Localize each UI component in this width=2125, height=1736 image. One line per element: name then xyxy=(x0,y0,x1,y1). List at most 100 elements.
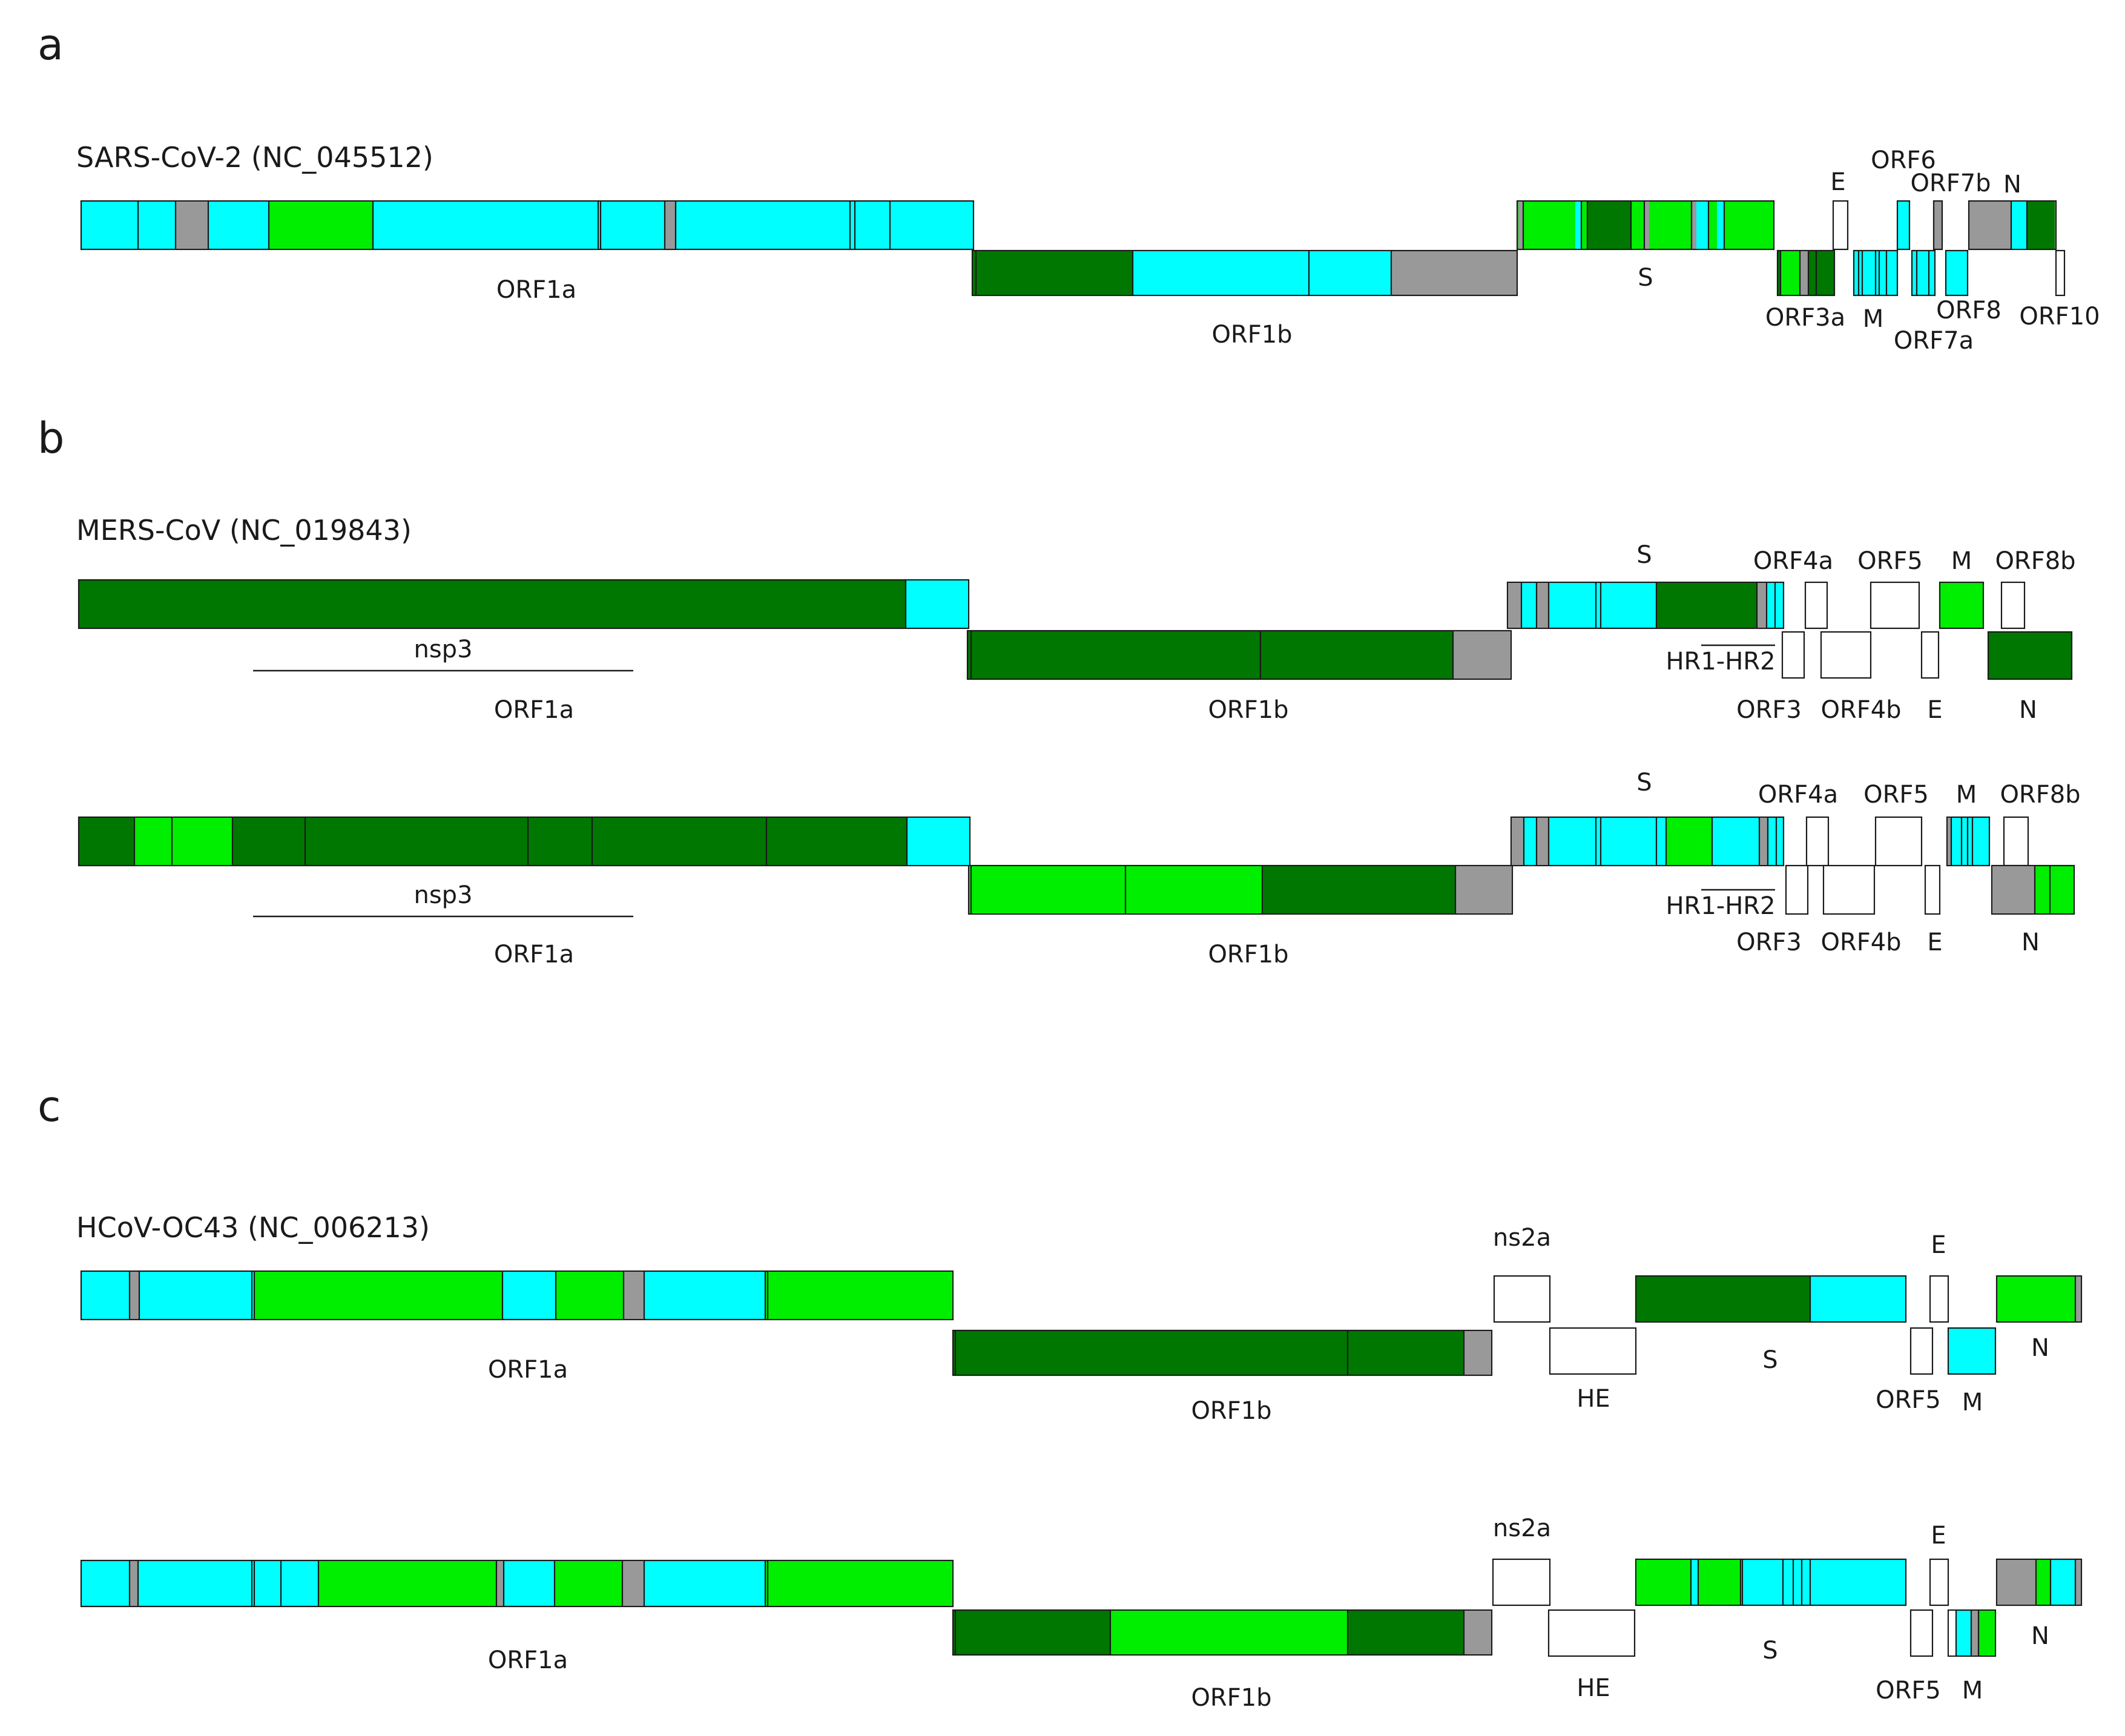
gene-label: S xyxy=(1636,769,1652,797)
he-box-c1 xyxy=(1549,1327,1637,1375)
n-box-c1 xyxy=(1995,1275,2083,1323)
gene-label: ORF1b xyxy=(1211,321,1292,349)
e-box-b2 xyxy=(1924,864,1941,915)
gene-label: ORF7b xyxy=(1910,169,1991,197)
gene-label: HR1-HR2 xyxy=(1665,892,1775,920)
m-box-b1 xyxy=(1939,581,1985,630)
gene-label: S xyxy=(1636,541,1652,569)
genome-title-mers-cov: MERS-CoV (NC_019843) xyxy=(76,514,412,547)
gene-label: ORF4a xyxy=(1758,781,1838,809)
orf8-box-a xyxy=(1945,249,1969,297)
genome-track-c1 xyxy=(80,1270,2083,1376)
m-box-b2 xyxy=(1946,816,1991,867)
s-box-c2 xyxy=(1635,1558,1907,1606)
gene-label: S xyxy=(1762,1346,1777,1374)
gene-label: E xyxy=(1830,168,1845,196)
orf4b-box-b2 xyxy=(1822,864,1876,915)
panel-letter-a: a xyxy=(38,20,64,70)
panel-letter-b: b xyxy=(38,413,64,463)
gene-label: ORF8 xyxy=(1936,297,2001,324)
orf1a-box-c2 xyxy=(80,1559,954,1608)
gene-labels-b2: S ORF4a ORF5 M ORF8b nsp3 HR1-HR2 ORF1a … xyxy=(413,769,2080,968)
e-box-c1 xyxy=(1929,1275,1949,1323)
gene-label: ORF1b xyxy=(1208,696,1288,724)
genome-title-hcov-oc43: HCoV-OC43 (NC_006213) xyxy=(76,1211,430,1244)
ns2a-box-c2 xyxy=(1492,1558,1551,1606)
n-box-c2 xyxy=(1995,1558,2083,1606)
gene-label: ORF10 xyxy=(2019,303,2100,330)
gene-label: ORF1a xyxy=(494,696,574,724)
orf5-box-b2 xyxy=(1874,816,1923,867)
gene-label: ORF1b xyxy=(1191,1684,1271,1712)
orf1b-box-a xyxy=(971,249,1518,297)
orf1a-box-a xyxy=(80,200,975,251)
n-box-a xyxy=(1968,200,2057,251)
gene-labels-b1: S ORF4a ORF5 M ORF8b nsp3 HR1-HR2 ORF1a … xyxy=(413,541,2075,724)
gene-label: ORF7a xyxy=(1894,327,1974,355)
orf5-box-c2 xyxy=(1909,1609,1934,1657)
gene-label: ORF3a xyxy=(1765,304,1845,332)
orf5-box-c1 xyxy=(1909,1327,1934,1375)
gene-label: ORF5 xyxy=(1876,1386,1941,1414)
ns2a-box-c1 xyxy=(1493,1275,1551,1323)
gene-label: ORF3 xyxy=(1736,696,1802,724)
gene-label: ns2a xyxy=(1493,1224,1551,1252)
gene-label: E xyxy=(1931,1522,1946,1550)
gene-label: HR1-HR2 xyxy=(1665,648,1775,676)
gene-label: M xyxy=(1962,1677,1983,1705)
gene-label: ORF3 xyxy=(1736,929,1802,956)
orf1a-box-b1 xyxy=(77,579,970,630)
orf1b-box-b2 xyxy=(967,864,1514,915)
gene-label: N xyxy=(2031,1622,2049,1650)
gene-label: ORF8b xyxy=(2000,781,2080,809)
orf1a-box-c1 xyxy=(80,1270,954,1321)
gene-label: ORF4a xyxy=(1753,547,1833,575)
orf3-box-b1 xyxy=(1781,631,1805,679)
gene-label: ORF1a xyxy=(488,1646,568,1674)
m-box-c1 xyxy=(1947,1327,1997,1375)
orf7a-box-a xyxy=(1911,249,1936,297)
orf1b-box-c2 xyxy=(952,1609,1493,1656)
gene-label: ORF1a xyxy=(488,1356,568,1384)
orf8b-box-b1 xyxy=(2000,581,2026,630)
panel-c: c HCoV-OC43 (NC_006213) xyxy=(38,1082,2083,1712)
gene-labels-c2: ns2a E ORF1a ORF1b S HE N ORF5 M xyxy=(488,1514,2049,1712)
gene-label: ORF1b xyxy=(1191,1397,1271,1425)
orf3-box-b2 xyxy=(1785,864,1809,915)
gene-label: S xyxy=(1762,1637,1777,1665)
gene-labels-c1: ns2a E ORF1a ORF1b S HE N ORF5 M xyxy=(488,1224,2049,1425)
orf4a-box-b1 xyxy=(1804,581,1828,630)
gene-label: M xyxy=(1951,547,1972,575)
gene-label: HE xyxy=(1576,1385,1610,1413)
gene-label: N xyxy=(2003,171,2021,199)
gene-label: E xyxy=(1927,929,1942,956)
gene-label: ORF5 xyxy=(1863,781,1929,809)
gene-label: nsp3 xyxy=(413,881,472,909)
orf7b-box-a xyxy=(1932,200,1943,251)
e-box-b1 xyxy=(1920,631,1940,679)
gene-label: M xyxy=(1863,305,1884,333)
gene-label: HE xyxy=(1576,1674,1610,1702)
s-box-a xyxy=(1516,200,1775,251)
orf1b-box-b1 xyxy=(966,630,1512,680)
orf1a-box-b2 xyxy=(77,816,971,867)
gene-label: N xyxy=(2021,929,2040,956)
s-box-c1 xyxy=(1635,1275,1907,1323)
panel-letter-c: c xyxy=(38,1082,61,1131)
panel-b: b MERS-CoV (NC_019843) xyxy=(38,413,2081,968)
n-box-b2 xyxy=(1991,864,2075,915)
s-box-b2 xyxy=(1510,816,1785,867)
panel-a: a SARS-CoV-2 (NC_045512) xyxy=(38,20,2100,355)
gene-label: ORF8b xyxy=(1995,547,2075,575)
gene-label: ORF5 xyxy=(1876,1677,1941,1705)
e-box-a xyxy=(1832,200,1849,251)
s-box-b1 xyxy=(1506,581,1785,630)
orf4a-box-b2 xyxy=(1805,816,1830,867)
gene-label: ORF4b xyxy=(1820,696,1901,724)
orf5-box-b1 xyxy=(1870,581,1920,630)
gene-label: ORF1a xyxy=(496,276,576,304)
he-box-c2 xyxy=(1547,1609,1636,1657)
gene-label: ORF4b xyxy=(1820,929,1901,956)
orf8b-box-b2 xyxy=(2003,816,2029,867)
